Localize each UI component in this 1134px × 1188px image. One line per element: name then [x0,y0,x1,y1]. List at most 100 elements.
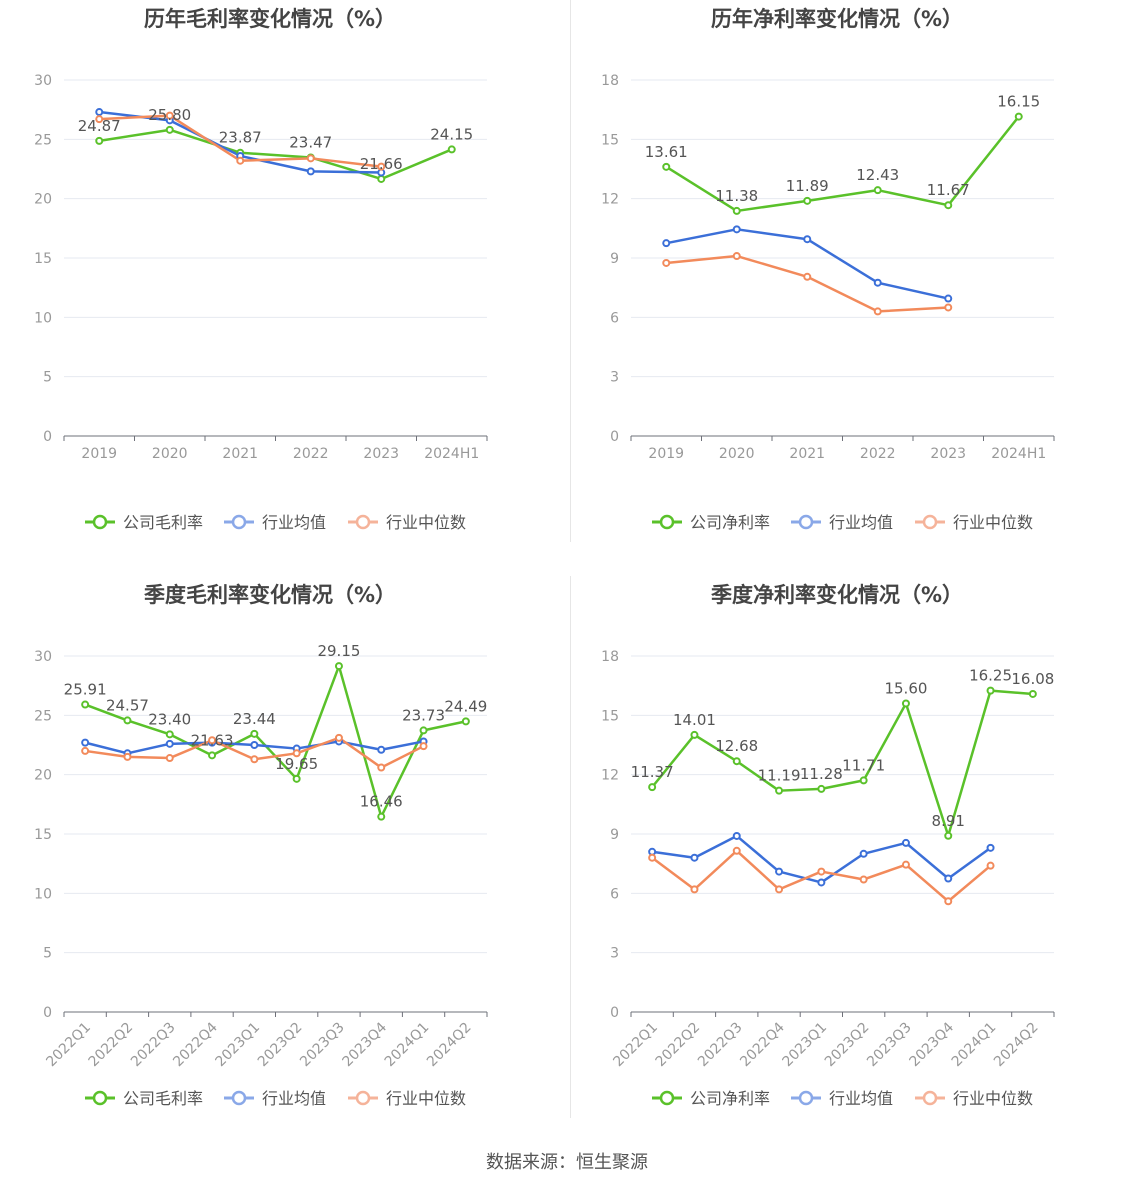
data-point-company[interactable] [208,751,217,760]
legend-item-median[interactable]: 行业中位数 [915,1089,1033,1108]
data-point-median[interactable] [334,733,343,742]
data-point-avg[interactable] [775,867,784,876]
data-point-median[interactable] [662,258,671,267]
data-point-median[interactable] [123,752,132,761]
y-tick-label: 9 [610,251,619,267]
data-point-company[interactable] [732,757,741,766]
data-point-avg[interactable] [944,294,953,303]
data-label: 25.80 [148,106,191,124]
x-tick-label: 2022Q3 [695,1020,746,1071]
data-point-median[interactable] [165,754,174,763]
data-point-company[interactable] [873,186,882,195]
data-point-company[interactable] [859,776,868,785]
data-point-company[interactable] [732,206,741,215]
divider-bottom [570,576,571,1118]
data-point-avg[interactable] [250,741,259,749]
data-point-avg[interactable] [732,831,741,840]
data-point-company[interactable] [377,174,386,183]
data-point-median[interactable] [775,885,784,894]
data-point-median[interactable] [165,111,174,120]
data-point-avg[interactable] [901,838,910,847]
data-point-median[interactable] [803,272,812,281]
data-point-median[interactable] [901,860,910,869]
data-point-company[interactable] [901,699,910,708]
data-point-median[interactable] [732,252,741,261]
data-point-median[interactable] [95,115,104,124]
data-point-median[interactable] [81,746,90,755]
data-point-avg[interactable] [690,853,699,862]
data-point-avg[interactable] [873,278,882,287]
data-point-avg[interactable] [165,739,174,748]
data-point-company[interactable] [690,730,699,739]
data-point-avg[interactable] [817,878,826,887]
data-point-company[interactable] [165,730,174,739]
data-point-company[interactable] [419,726,428,735]
legend-item-avg[interactable]: 行业均值 [791,513,893,532]
data-point-company[interactable] [292,774,301,783]
legend-item-company[interactable]: 公司毛利率 [85,1089,203,1108]
x-tick-label: 2024H1 [991,446,1046,462]
data-point-median[interactable] [986,861,995,870]
data-label: 23.87 [219,129,262,147]
data-point-median[interactable] [944,897,953,906]
data-point-median[interactable] [817,867,826,876]
data-point-company[interactable] [986,686,995,695]
data-point-median[interactable] [236,156,245,165]
data-point-company[interactable] [377,812,386,821]
data-point-company[interactable] [944,831,953,840]
data-point-avg[interactable] [859,849,868,858]
data-label: 23.44 [233,710,276,728]
data-point-avg[interactable] [81,738,90,747]
legend-item-avg[interactable]: 行业均值 [791,1089,893,1108]
data-point-median[interactable] [648,853,657,862]
data-point-avg[interactable] [662,239,671,248]
legend-item-median[interactable]: 行业中位数 [348,513,466,532]
data-point-company[interactable] [81,700,90,709]
data-point-avg[interactable] [306,167,315,176]
data-label: 11.19 [758,767,801,785]
data-point-avg[interactable] [732,225,741,234]
data-point-median[interactable] [208,736,217,745]
data-point-median[interactable] [419,742,428,751]
legend-item-company[interactable]: 公司净利率 [652,513,770,532]
data-point-company[interactable] [817,784,826,793]
legend-item-median[interactable]: 行业中位数 [348,1089,466,1108]
data-point-company[interactable] [1028,689,1037,698]
legend-label: 行业均值 [262,513,326,532]
data-point-company[interactable] [648,783,657,792]
data-point-median[interactable] [250,755,259,764]
data-point-company[interactable] [95,136,104,145]
data-point-company[interactable] [944,201,953,210]
legend-label: 行业中位数 [953,1089,1033,1108]
data-point-company[interactable] [775,786,784,795]
data-point-avg[interactable] [944,874,953,883]
data-point-median[interactable] [377,763,386,772]
data-point-company[interactable] [334,662,343,671]
data-point-avg[interactable] [377,745,386,754]
data-point-avg[interactable] [95,108,104,117]
data-point-company[interactable] [803,196,812,205]
data-point-company[interactable] [250,729,259,738]
data-point-median[interactable] [690,885,699,894]
data-point-company[interactable] [123,716,132,725]
data-point-company[interactable] [447,145,456,154]
legend-item-company[interactable]: 公司净利率 [652,1089,770,1108]
data-point-median[interactable] [873,307,882,316]
data-point-company[interactable] [461,717,470,726]
data-point-company[interactable] [165,125,174,134]
data-point-avg[interactable] [803,235,812,244]
legend-item-median[interactable]: 行业中位数 [915,513,1033,532]
data-point-median[interactable] [306,154,315,163]
data-label: 11.28 [800,765,843,783]
data-point-company[interactable] [662,162,671,171]
data-point-median[interactable] [377,162,386,171]
data-point-median[interactable] [859,875,868,884]
data-point-median[interactable] [292,749,301,758]
data-point-median[interactable] [944,303,953,312]
legend-item-avg[interactable]: 行业均值 [224,513,326,532]
data-point-avg[interactable] [986,843,995,852]
data-point-company[interactable] [1014,112,1023,121]
legend-item-company[interactable]: 公司毛利率 [85,513,203,532]
data-point-median[interactable] [732,846,741,855]
legend-item-avg[interactable]: 行业均值 [224,1089,326,1108]
